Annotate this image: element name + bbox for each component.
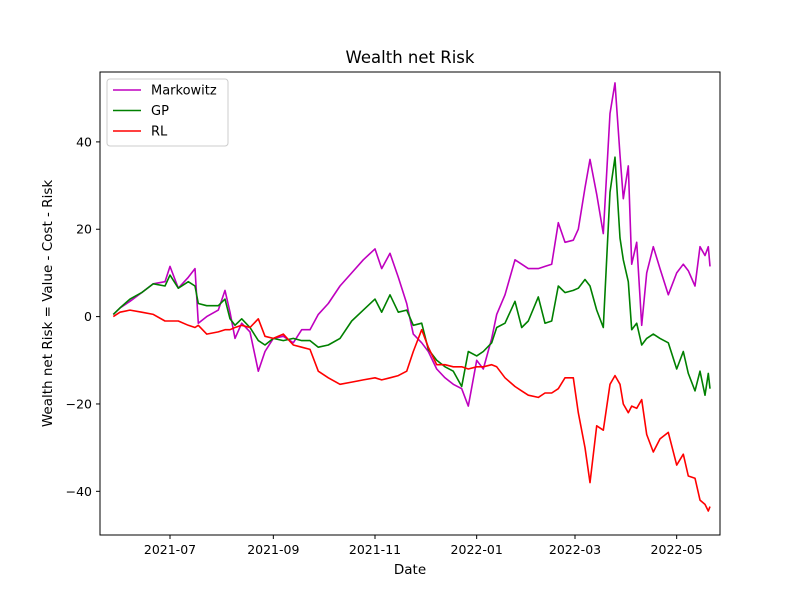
legend-label-rl: RL [151, 125, 168, 140]
y-axis-label: Wealth net Risk = Value - Cost - Risk [40, 180, 56, 428]
legend: Markowitz GP RL [106, 78, 229, 147]
x-tick-label: 2022-03 [549, 542, 601, 557]
x-tick-label: 2021-09 [247, 542, 299, 557]
series-line-gp [112, 156, 711, 396]
legend-box [106, 78, 229, 147]
x-tick-label: 2021-11 [349, 542, 401, 557]
y-tick-label: −40 [66, 484, 92, 499]
plot-area [99, 71, 721, 536]
y-tick-label: 0 [84, 309, 92, 324]
x-axis-label: Date [394, 562, 426, 578]
y-tick-label: 20 [76, 222, 92, 237]
x-axis: 2021-07 2021-09 2021-11 2022-01 2022-03 2022-… [144, 535, 703, 557]
y-tick-label: 40 [76, 134, 92, 149]
chart-title: Wealth net Risk [346, 48, 475, 67]
series-line-markowitz [112, 82, 711, 407]
y-tick-label: −20 [66, 396, 92, 411]
y-axis: −40 −20 0 20 40 [66, 134, 100, 499]
series-layer [112, 82, 711, 512]
plot-frame [99, 71, 721, 536]
legend-label-markowitz: Markowitz [151, 84, 217, 99]
x-tick-label: 2021-07 [144, 542, 196, 557]
plot-background [100, 72, 720, 535]
x-tick-label: 2022-05 [651, 542, 703, 557]
series-line-rl [112, 309, 711, 512]
x-tick-label: 2022-01 [451, 542, 503, 557]
legend-label-gp: GP [151, 104, 169, 119]
